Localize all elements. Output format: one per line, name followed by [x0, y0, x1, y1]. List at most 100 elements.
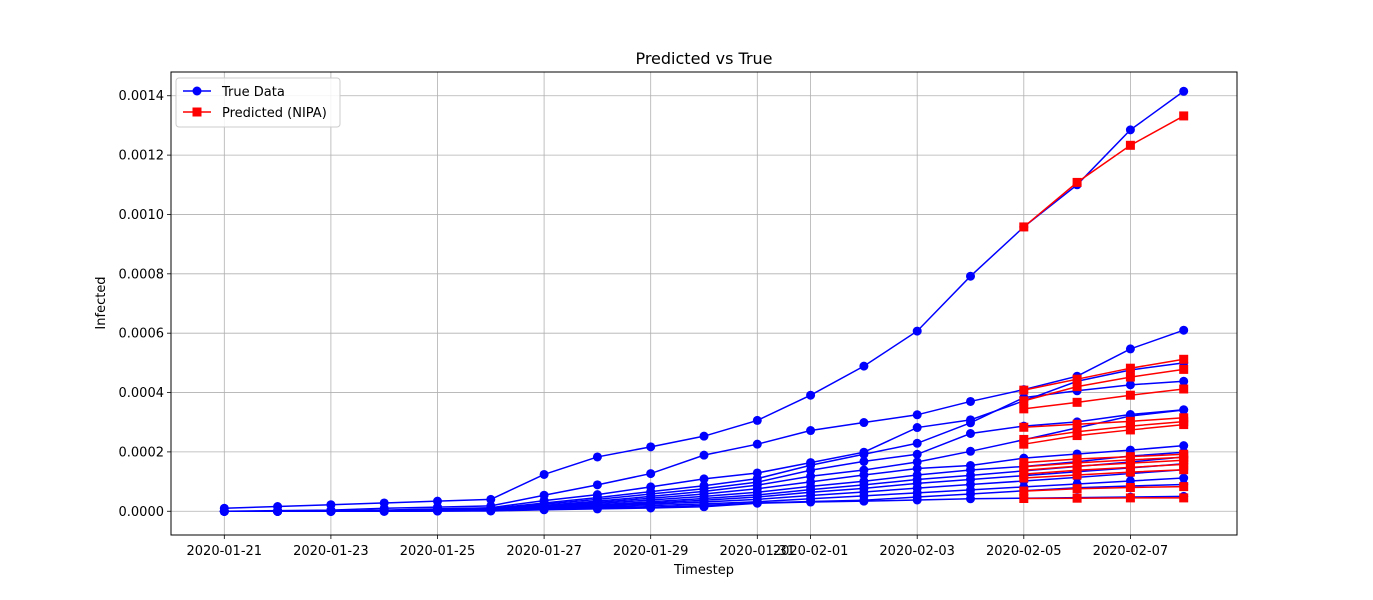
true-data-point — [1179, 441, 1189, 451]
predicted-data-point — [1125, 363, 1135, 373]
legend-box — [175, 77, 341, 128]
predicted-data-point — [1179, 111, 1189, 121]
true-data-point — [592, 480, 602, 490]
true-data-point — [912, 495, 922, 505]
predicted-data-point — [1019, 385, 1029, 395]
predicted-series — [1019, 420, 1189, 449]
predicted-data-point — [1179, 364, 1189, 374]
predicted-series — [1019, 354, 1189, 395]
true-data-point — [806, 426, 816, 436]
predicted-data-point — [1019, 422, 1029, 432]
predicted-series — [1019, 364, 1189, 406]
predicted-data-point — [1125, 390, 1135, 400]
true-data-point — [966, 428, 975, 438]
predicted-series-line — [1023, 420, 1184, 441]
legend-predicted-label: Predicted (NIPA) — [222, 106, 327, 121]
y-tick-label: 0.0004 — [119, 386, 165, 401]
true-data-point — [806, 390, 816, 400]
true-data-point — [326, 506, 336, 516]
true-data-point — [912, 449, 922, 459]
true-data-point — [273, 506, 283, 516]
predicted-data-point — [1072, 493, 1082, 503]
x-tick-label: 2020-02-01 — [773, 544, 849, 559]
predicted-data-point — [1125, 372, 1135, 382]
true-data-point — [912, 457, 922, 467]
predicted-data-point — [1019, 404, 1029, 414]
legend-predicted-marker — [192, 107, 202, 117]
predicted-data-point — [1072, 374, 1082, 384]
y-tick-label: 0.0008 — [119, 267, 165, 282]
true-data-point — [912, 423, 922, 433]
predicted-data-point — [1125, 416, 1135, 426]
true-data-point — [859, 496, 869, 506]
predicted-data-point — [1179, 465, 1189, 475]
legend-true-label: True Data — [221, 85, 285, 100]
true-data-point — [752, 498, 762, 508]
true-data-point — [592, 504, 602, 514]
true-data-point — [1179, 376, 1189, 386]
predicted-data-point — [1019, 493, 1029, 503]
axes: 2020-01-21 2020-01-23 2020-01-25 2020-01-27… — [119, 89, 1169, 559]
true-data-point — [699, 450, 709, 460]
true-data-point — [219, 506, 229, 516]
true-data-point — [912, 326, 922, 336]
y-tick-label: 0.0006 — [119, 327, 165, 342]
predicted-series — [1019, 465, 1189, 483]
x-tick-label: 2020-02-03 — [879, 544, 955, 559]
true-data-point — [859, 456, 869, 466]
x-tick-label: 2020-01-21 — [187, 544, 263, 559]
predicted-series-line — [1023, 485, 1184, 492]
predicted-data-point — [1179, 459, 1189, 469]
predicted-series-line — [1023, 388, 1184, 410]
predicted-data-point — [1179, 384, 1189, 394]
true-data-point — [966, 446, 975, 456]
true-data-point — [966, 396, 975, 406]
true-data-point — [433, 506, 442, 516]
predicted-data-point — [1072, 431, 1082, 441]
x-axis-label: Timestep — [673, 563, 734, 578]
y-tick-label: 0.0014 — [119, 89, 165, 104]
true-data-point — [699, 502, 709, 512]
predicted-series-line — [1023, 368, 1184, 402]
predicted-series-line — [1023, 423, 1184, 445]
true-data-point — [752, 415, 762, 425]
y-tick-label: 0.0002 — [119, 445, 165, 460]
predicted-series-line — [1023, 358, 1184, 391]
predicted-data-point — [1125, 483, 1135, 493]
true-data-point — [752, 439, 762, 449]
x-tick-label: 2020-02-05 — [986, 544, 1062, 559]
predicted-series-line — [1023, 459, 1184, 472]
predicted-data-point — [1179, 493, 1189, 503]
predicted-series — [1019, 384, 1189, 414]
true-data-point — [1179, 473, 1189, 483]
predicted-data-point — [1125, 462, 1135, 472]
true-data-point — [859, 470, 869, 480]
predicted-data-point — [1019, 434, 1029, 444]
predicted-series-line — [1023, 417, 1184, 429]
true-data-point — [1179, 405, 1189, 415]
predicted-series-line — [1023, 463, 1184, 475]
true-data-point — [1125, 125, 1135, 135]
predicted-data-point — [1125, 140, 1135, 150]
predicted-data-point — [1179, 354, 1189, 364]
x-tick-label: 2020-01-27 — [506, 544, 582, 559]
predicted-data-point — [1019, 486, 1029, 496]
true-data-point — [646, 503, 656, 513]
true-data-point — [699, 431, 709, 441]
true-data-point — [539, 505, 549, 515]
legend: True Data Predicted (NIPA) — [175, 77, 341, 128]
predicted-data-point — [1072, 397, 1082, 407]
predicted-series — [1019, 493, 1189, 503]
y-tick-label: 0.0010 — [119, 208, 165, 223]
predicted-data-point — [1019, 396, 1029, 406]
y-tick-label: 0.0012 — [119, 149, 165, 164]
predicted-data-point — [1019, 222, 1029, 232]
true-data-point — [966, 271, 975, 281]
plot-frame — [170, 71, 1238, 536]
true-data-point — [1179, 325, 1189, 335]
true-data-point — [966, 494, 975, 504]
predicted-data-point — [1072, 484, 1082, 494]
true-data-point — [1179, 86, 1189, 96]
true-data-point — [912, 438, 922, 448]
x-tick-label: 2020-01-31 — [720, 544, 796, 559]
